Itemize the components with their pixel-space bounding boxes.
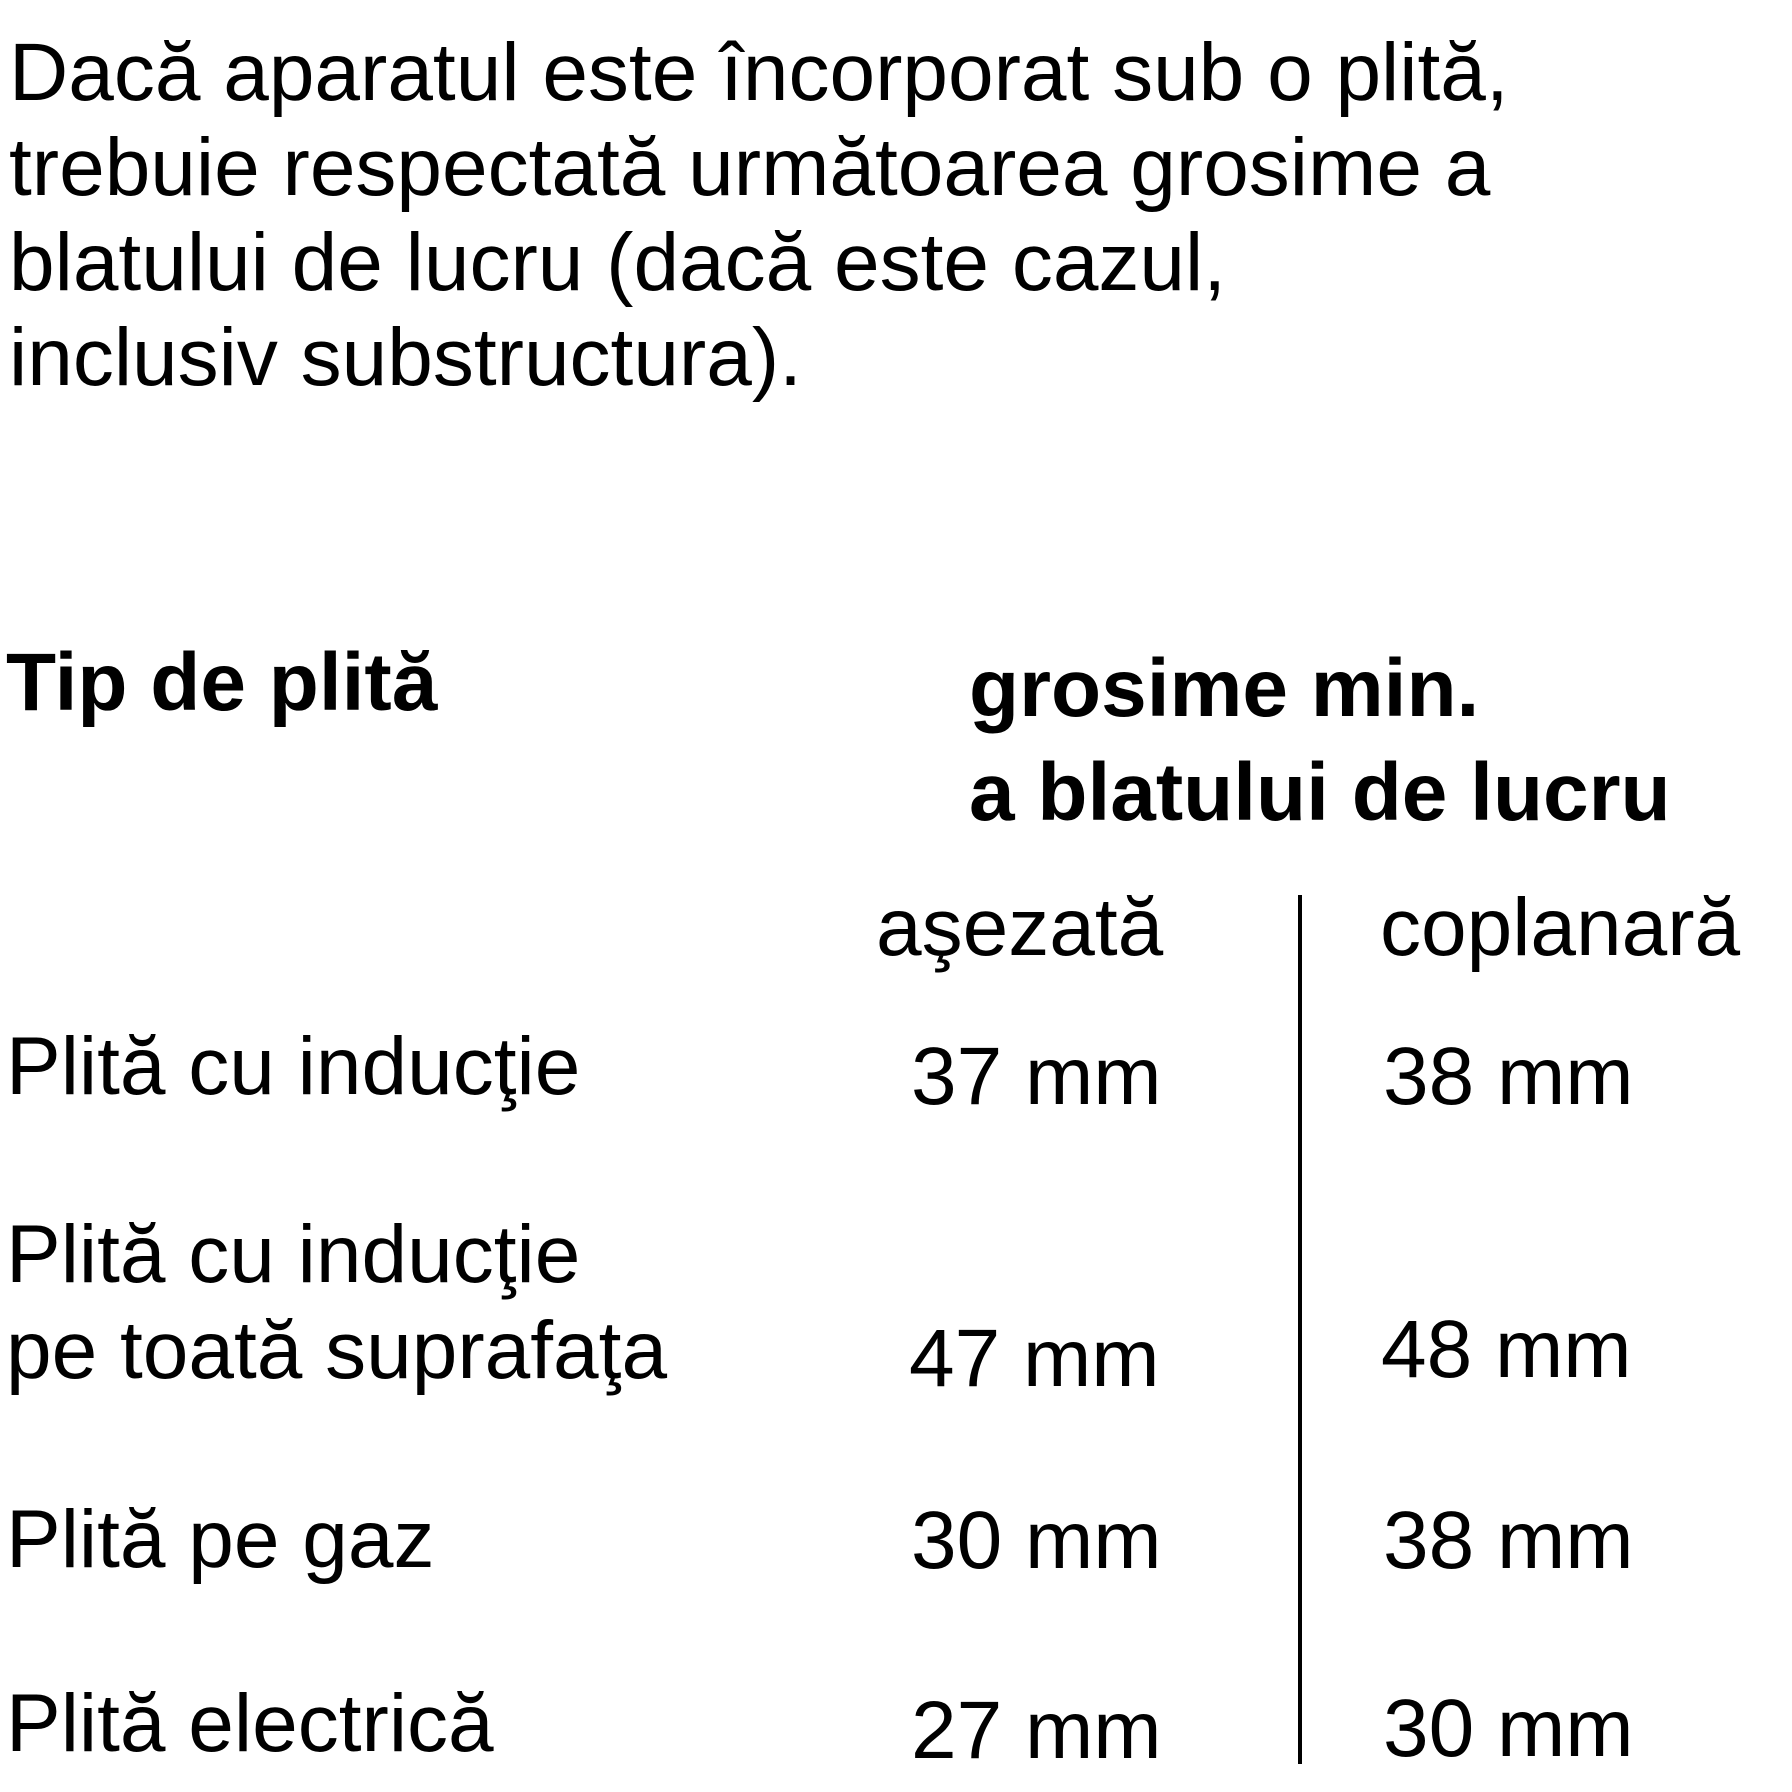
row-4-value-surface: 27 mm <box>911 1685 1162 1776</box>
row-4-value-flush: 30 mm <box>1383 1683 1634 1774</box>
row-1-value-surface: 37 mm <box>911 1031 1162 1122</box>
intro-line: blatului de lucru (dacă este cazul, <box>9 217 1227 308</box>
header-hob-type: Tip de plită <box>6 637 438 728</box>
column-header-flush: coplanară <box>1380 882 1741 973</box>
row-2-type-line2: pe toată suprafaţa <box>6 1305 668 1396</box>
intro-line: inclusiv substructura). <box>9 312 802 403</box>
intro-line: trebuie respectată următoarea grosime a <box>9 122 1491 213</box>
row-3-value-surface: 30 mm <box>911 1495 1162 1586</box>
intro-line: Dacă aparatul este încorporat sub o plit… <box>9 27 1509 118</box>
row-1-value-flush: 38 mm <box>1383 1031 1634 1122</box>
column-header-surface-mounted: aşezată <box>876 882 1164 973</box>
row-1-type: Plită cu inducţie <box>6 1021 581 1112</box>
header-thickness-line1: grosime min. <box>969 643 1480 734</box>
row-2-value-surface: 47 mm <box>909 1313 1160 1404</box>
row-3-type: Plită pe gaz <box>6 1494 435 1585</box>
row-2-value-flush: 48 mm <box>1381 1304 1632 1395</box>
row-4-type: Plită electrică <box>6 1678 494 1769</box>
row-2-type-line1: Plită cu inducţie <box>6 1209 581 1300</box>
column-divider <box>1298 895 1302 1764</box>
header-thickness-line2: a blatului de lucru <box>969 747 1671 838</box>
row-3-value-flush: 38 mm <box>1383 1495 1634 1586</box>
intro-paragraph: Dacă aparatul este încorporat sub o plit… <box>9 25 1509 405</box>
